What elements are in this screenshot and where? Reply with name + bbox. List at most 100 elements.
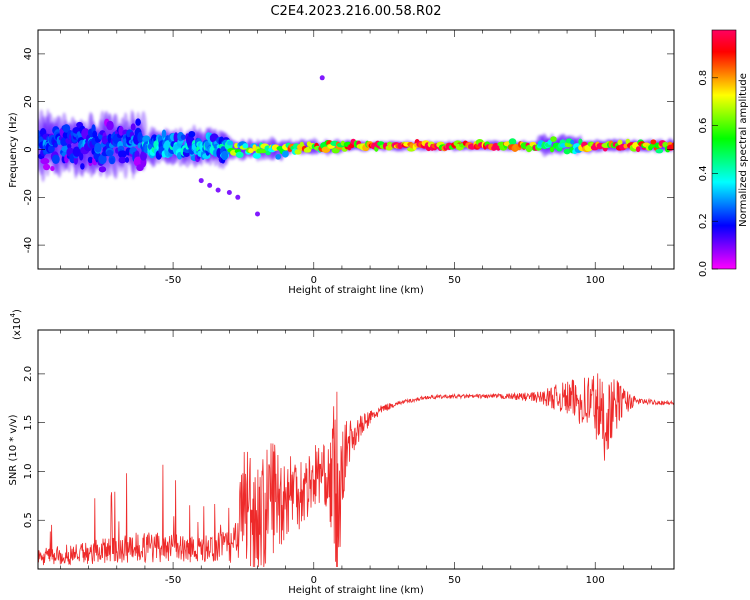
spectrogram-cell	[87, 156, 94, 164]
spectrogram-cell	[117, 150, 127, 158]
spectrogram-cell	[50, 166, 55, 172]
spectrogram-noise-point	[319, 75, 325, 81]
spectrogram-cell	[43, 163, 51, 171]
colorbar-tick-label: 0.6	[698, 118, 709, 134]
spectrogram-cell	[547, 139, 552, 145]
colorbar-tick-label: 0.2	[698, 213, 709, 229]
spectrogram-cell	[118, 125, 124, 136]
snr-ylabel: SNR (10 * v/v)	[8, 414, 19, 485]
spectrogram-cell	[655, 148, 664, 154]
spectrogram-cell	[265, 150, 271, 156]
spectrogram-cell	[294, 149, 302, 155]
snr-x-tick-label: 50	[448, 575, 461, 586]
colorbar-gradient	[712, 30, 736, 269]
spectrogram-cell	[550, 136, 557, 142]
spectrogram-cell	[242, 143, 249, 149]
snr-plot-area	[38, 330, 674, 569]
snr-xlabel: Height of straight line (km)	[288, 585, 424, 596]
snr-x-tick-label: 0	[311, 575, 317, 586]
spectrogram-cell	[549, 146, 555, 153]
spectrogram-cell	[248, 148, 254, 154]
spectrogram-x-tick-label: 50	[448, 275, 461, 286]
figure-title: C2E4.2023.216.00.58.R02	[270, 4, 441, 19]
spectrogram-cell	[173, 132, 179, 143]
spectrogram-noise-point	[215, 187, 221, 193]
spectrogram-cell	[38, 129, 41, 138]
spectrogram-cell	[47, 144, 55, 154]
spectrogram-cell	[53, 142, 58, 148]
spectrogram-y-tick-label: 0	[23, 146, 34, 152]
spectrogram-cell	[98, 154, 107, 165]
spectrogram-y-tick-label: 20	[23, 95, 34, 108]
spectrogram-cell	[180, 134, 186, 140]
spectrogram-cell	[79, 152, 84, 161]
spectrogram-cell	[40, 158, 50, 165]
spectrogram-cell	[188, 130, 196, 138]
snr-y-tick-label: 1.0	[23, 463, 34, 479]
spectrogram-cell	[563, 148, 571, 155]
spectrogram-cell	[125, 157, 130, 163]
snr-y-tick-label: 2.0	[23, 366, 34, 382]
colorbar-tick-label: 0.4	[698, 165, 709, 181]
spectrogram-y-tick-label: -40	[23, 237, 34, 253]
spectrogram-cell	[130, 123, 136, 131]
spectrogram-cell	[139, 151, 147, 161]
spectrogram-cell	[623, 143, 629, 149]
spectrogram-cell	[635, 146, 641, 153]
spectrogram-cell	[51, 154, 60, 165]
snr-y-tick-label: 1.5	[23, 415, 34, 431]
spectrogram-cell	[80, 163, 85, 170]
colorbar-ticks: 0.0 0.2 0.4 0.6 0.8	[698, 70, 718, 277]
spectrogram-cell	[94, 142, 102, 153]
spectrogram-cell	[508, 138, 517, 145]
snr-scale-prefix: (x10	[12, 317, 23, 340]
spectrogram-noise-point	[226, 190, 232, 196]
spectrogram-y-tick-label: 40	[23, 48, 34, 61]
spectrogram-cell	[617, 139, 623, 146]
spectrogram-ylabel: Frequency (Hz)	[8, 112, 19, 188]
spectrogram-x-tick-label: 0	[311, 275, 317, 286]
spectrogram-cell	[106, 120, 114, 131]
spectrogram-cell	[67, 143, 72, 149]
snr-scale-exponent: 4	[9, 312, 17, 317]
snr-frame	[37, 329, 675, 570]
spectrogram-cell	[133, 156, 143, 167]
spectrogram-noise-point	[207, 182, 213, 188]
spectrogram-cell	[62, 124, 71, 133]
snr-x-tick-label: -50	[165, 575, 181, 586]
spectrogram-cell	[98, 166, 107, 173]
spectrogram-cell	[92, 130, 98, 139]
spectrogram-cell	[227, 140, 234, 146]
spectrogram-xlabel: Height of straight line (km)	[288, 285, 424, 296]
spectrogram-x-tick-label: 100	[586, 275, 605, 286]
spectrogram-cell	[281, 150, 289, 158]
snr-panel: -50 0 50 100 0.5 1.0 1.5 2.0 Height of straight…	[8, 309, 675, 596]
spectrogram-cell	[109, 157, 115, 164]
spectrogram-cell	[106, 149, 114, 157]
colorbar: 0.0 0.2 0.4 0.6 0.8 Normalized spectral ampl…	[698, 29, 749, 277]
colorbar-label: Normalized spectral amplitude	[738, 73, 749, 227]
spectrogram-cell	[299, 141, 304, 147]
snr-x-tick-label: 100	[586, 575, 605, 586]
spectrogram-cell	[221, 150, 229, 161]
snr-axes: -50 0 50 100 0.5 1.0 1.5 2.0	[23, 330, 674, 586]
snr-y-tick-label: 0.5	[23, 512, 34, 528]
spectrogram-y-tick-label: -20	[23, 189, 34, 205]
spectrogram-cell	[275, 154, 281, 160]
spectrogram-cell	[671, 142, 674, 150]
colorbar-frame	[711, 29, 737, 270]
snr-series-line	[38, 373, 674, 568]
spectrogram-cell	[234, 142, 239, 149]
spectrogram-cell	[161, 129, 167, 139]
spectrogram-noise-point	[255, 211, 261, 217]
spectrogram-axes: -50 0 50 100 -40 -20 0 20 40	[23, 30, 674, 286]
svg-text:(x104): (x104)	[9, 309, 23, 340]
colorbar-tick-label: 0.8	[698, 70, 709, 86]
snr-scale-factor: (x104)	[9, 309, 23, 340]
spectrogram-marks	[38, 75, 674, 217]
spectrogram-cell	[118, 156, 127, 164]
colorbar-tick-label: 0.0	[698, 261, 709, 277]
spectrogram-cell	[135, 118, 141, 126]
spectrogram-noise-point	[235, 194, 241, 200]
